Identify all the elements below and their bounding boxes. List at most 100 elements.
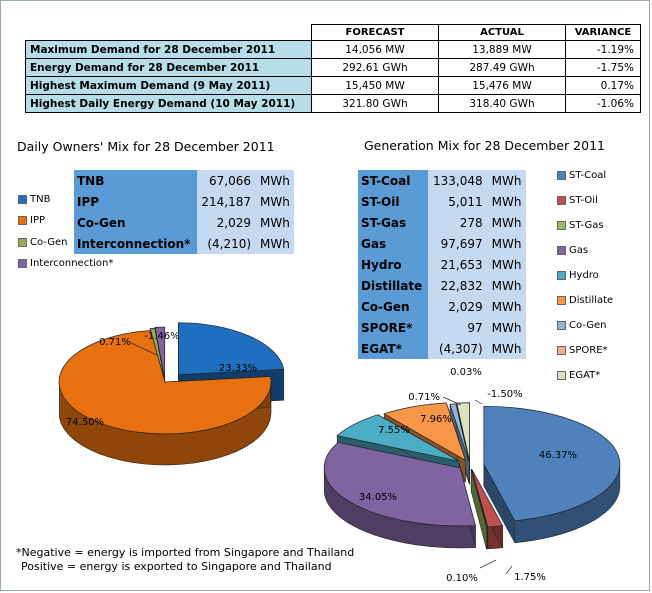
- gen-unit: MWh: [485, 254, 526, 275]
- forecast-cell: 321.80 GWh: [311, 94, 439, 113]
- legend-item: Interconnection*: [18, 258, 113, 269]
- pie-slice: [470, 469, 488, 528]
- generation-row: SPORE* 97 MWh: [358, 317, 526, 338]
- forecast-cell: 15,450 MW: [311, 76, 439, 95]
- gen-value: 97,697: [427, 233, 486, 254]
- owner-unit: MWh: [254, 233, 294, 254]
- legend-item: IPP: [18, 215, 45, 226]
- gen-unit: MWh: [485, 170, 526, 191]
- pie-slice: [455, 404, 470, 463]
- variance-cell: -1.06%: [565, 94, 641, 113]
- generation-row: Distillate 22,832 MWh: [358, 275, 526, 296]
- legend-swatch: [18, 215, 27, 225]
- footnote-line: Positive = energy is exported to Singapo…: [21, 560, 332, 573]
- summary-row: Highest Maximum Demand (9 May 2011) 15,4…: [25, 76, 641, 95]
- gen-unit: MWh: [485, 191, 526, 212]
- legend-label: SPORE*: [569, 345, 608, 356]
- data-label: 1.75%: [514, 572, 546, 583]
- gen-unit: MWh: [485, 275, 526, 296]
- gen-name: ST-Oil: [358, 191, 428, 212]
- pie-slice: [323, 442, 476, 527]
- legend-item: Hydro: [557, 270, 599, 281]
- generation-row: ST-Coal 133,048 MWh: [358, 170, 526, 191]
- gen-unit: MWh: [485, 296, 526, 317]
- gen-value: 22,832: [427, 275, 486, 296]
- legend-item: TNB: [18, 194, 50, 205]
- owner-value: (4,210): [196, 233, 255, 254]
- pie-slice: [154, 326, 166, 380]
- gen-name: Co-Gen: [358, 296, 428, 317]
- gen-value: 5,011: [427, 191, 486, 212]
- owner-unit: MWh: [254, 212, 294, 233]
- owners-row: IPP 214,187 MWh: [74, 191, 294, 212]
- actual-cell: 15,476 MW: [438, 76, 566, 95]
- legend-item: Co-Gen: [557, 320, 607, 331]
- legend-swatch: [557, 370, 566, 380]
- legend-item: ST-Gas: [557, 220, 604, 231]
- summary-header-blank: [25, 24, 312, 41]
- gen-name: Hydro: [358, 254, 428, 275]
- generation-mix-title: Generation Mix for 28 December 2011: [364, 138, 605, 153]
- data-label: -1.50%: [487, 389, 522, 400]
- summary-table: FORECAST ACTUAL VARIANCE Maximum Demand …: [25, 24, 641, 113]
- gen-unit: MWh: [485, 338, 526, 359]
- pie-slice: [449, 403, 470, 462]
- data-label-leader: [479, 559, 497, 569]
- legend-label: Hydro: [569, 270, 599, 281]
- generation-table: ST-Coal 133,048 MWh ST-Oil 5,011 MWh ST-…: [358, 170, 526, 359]
- owner-name: IPP: [74, 191, 197, 212]
- footnote-line: *Negative = energy is imported from Sing…: [16, 546, 355, 559]
- legend-label: ST-Oil: [569, 195, 598, 206]
- legend-swatch: [557, 170, 566, 180]
- header-variance: VARIANCE: [565, 24, 641, 41]
- legend-label: Co-Gen: [569, 320, 607, 331]
- gen-name: SPORE*: [358, 317, 428, 338]
- data-label: 0.71%: [99, 337, 131, 348]
- pie-slice: [149, 327, 165, 381]
- pie-slice: [383, 402, 467, 462]
- data-label: 7.96%: [420, 414, 452, 425]
- pie-slice: [471, 469, 504, 528]
- data-label: 0.71%: [408, 392, 440, 403]
- gen-name: ST-Gas: [358, 212, 428, 233]
- legend-item: EGAT*: [557, 370, 600, 381]
- gen-value: (4,307): [427, 338, 486, 359]
- legend-swatch: [557, 195, 566, 205]
- owner-name: TNB: [74, 170, 197, 191]
- legend-label: ST-Coal: [569, 170, 607, 181]
- row-label: Highest Daily Energy Demand (10 May 2011…: [25, 94, 312, 113]
- pie-slice: [336, 414, 460, 462]
- gen-name: Gas: [358, 233, 428, 254]
- data-label: 23.33%: [219, 363, 257, 374]
- legend-swatch: [18, 258, 27, 268]
- generation-row: Co-Gen 2,029 MWh: [358, 296, 526, 317]
- generation-row: ST-Gas 278 MWh: [358, 212, 526, 233]
- legend-swatch: [557, 220, 566, 230]
- gen-unit: MWh: [485, 233, 526, 254]
- legend-swatch: [557, 320, 566, 330]
- owners-row: TNB 67,066 MWh: [74, 170, 294, 191]
- pie-slice: [483, 405, 621, 522]
- gen-name: EGAT*: [358, 338, 428, 359]
- legend-swatch: [557, 295, 566, 305]
- header-actual: ACTUAL: [438, 24, 566, 41]
- summary-row: Highest Daily Energy Demand (10 May 2011…: [25, 94, 641, 113]
- owners-mix-title: Daily Owners' Mix for 28 December 2011: [17, 139, 275, 154]
- forecast-cell: 14,056 MW: [311, 40, 439, 59]
- legend-label: Interconnection*: [30, 258, 114, 269]
- owner-unit: MWh: [254, 170, 294, 191]
- generation-row: Hydro 21,653 MWh: [358, 254, 526, 275]
- legend-label: IPP: [30, 215, 46, 226]
- data-label: -1.46%: [144, 331, 179, 342]
- actual-cell: 287.49 GWh: [438, 58, 566, 77]
- owner-name: Co-Gen: [74, 212, 197, 233]
- data-label-leader: [442, 396, 462, 406]
- legend-swatch: [557, 270, 566, 280]
- actual-cell: 318.40 GWh: [438, 94, 566, 113]
- gen-value: 97: [427, 317, 486, 338]
- legend-item: ST-Coal: [557, 170, 606, 181]
- pie-slice: [178, 322, 285, 376]
- gen-value: 2,029: [427, 296, 486, 317]
- data-label: 0.10%: [446, 573, 478, 584]
